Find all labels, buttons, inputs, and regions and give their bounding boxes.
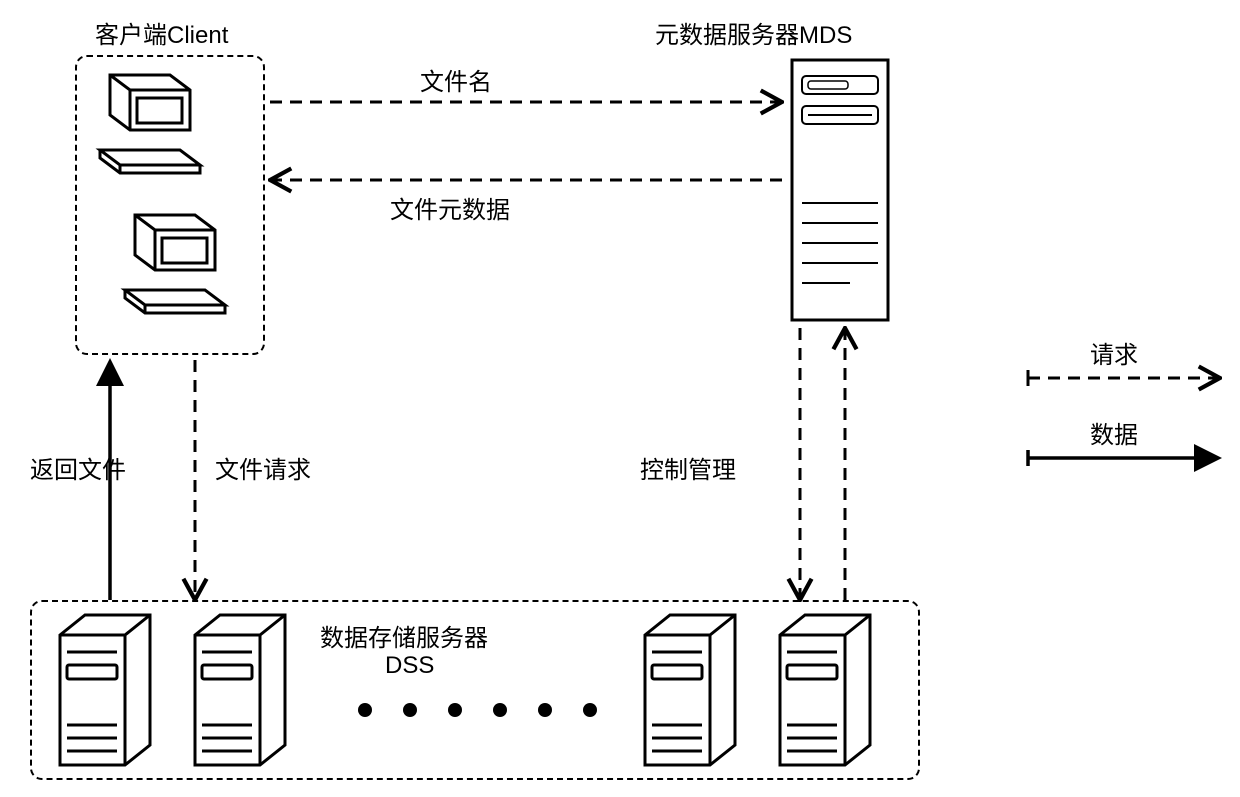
metadata-label: 文件元数据 — [390, 190, 510, 225]
ellipsis-dots — [345, 700, 605, 725]
dss-server-icon-3 — [640, 610, 750, 775]
dss-title-2: DSS — [385, 652, 434, 680]
mds-title: 元数据服务器MDS — [655, 15, 852, 50]
file-request-label: 文件请求 — [215, 450, 311, 485]
mds-server-icon — [790, 58, 890, 328]
dss-title-1: 数据存储服务器 — [320, 618, 488, 653]
client-computer-icon-1 — [95, 70, 225, 185]
control-mgmt-label: 控制管理 — [640, 450, 736, 485]
legend-request-label: 请求 — [1090, 335, 1138, 370]
filename-label: 文件名 — [420, 62, 492, 97]
client-computer-icon-2 — [120, 210, 250, 325]
return-file-label: 返回文件 — [30, 450, 126, 485]
client-title: 客户端Client — [95, 15, 228, 50]
legend-data-label: 数据 — [1090, 415, 1138, 450]
dss-server-icon-4 — [775, 610, 885, 775]
dss-server-icon-2 — [190, 610, 300, 775]
dss-server-icon-1 — [55, 610, 165, 775]
